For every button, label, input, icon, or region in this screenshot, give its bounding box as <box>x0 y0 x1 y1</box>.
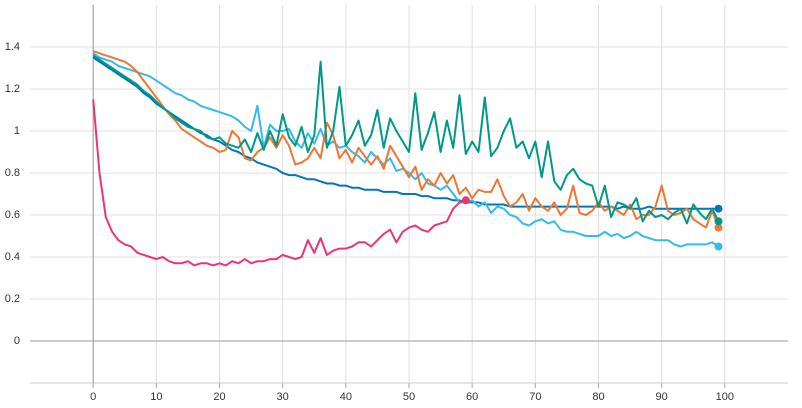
x-tick-label: 40 <box>340 391 352 403</box>
y-tick-label: 1.2 <box>5 83 20 95</box>
x-tick-label: 90 <box>656 391 668 403</box>
x-tick-label: 0 <box>90 391 96 403</box>
y-tick-label: 0 <box>14 335 20 347</box>
y-tick-label: 1 <box>14 125 20 137</box>
series-line <box>92 54 720 225</box>
x-tick-label: 10 <box>150 391 162 403</box>
end-point <box>461 196 470 205</box>
end-point <box>714 242 723 251</box>
series-line <box>92 50 720 229</box>
series-line <box>92 52 720 248</box>
x-tick-label: 30 <box>277 391 289 403</box>
end-point <box>714 217 723 226</box>
x-tick-label: 100 <box>716 391 734 403</box>
x-tick-label: 80 <box>592 391 604 403</box>
x-tick-label: 60 <box>466 391 478 403</box>
y-tick-label: 0.4 <box>5 251 20 263</box>
y-tick-label: 0.2 <box>5 293 20 305</box>
end-point <box>714 223 723 232</box>
end-point <box>714 204 723 213</box>
x-tick-label: 70 <box>529 391 541 403</box>
y-tick-label: 1.4 <box>5 41 20 53</box>
x-tick-label: 50 <box>403 391 415 403</box>
y-tick-label: 0.6 <box>5 209 20 221</box>
y-tick-label: 0.8 <box>5 167 20 179</box>
series-line <box>92 99 467 267</box>
x-tick-label: 20 <box>213 391 225 403</box>
